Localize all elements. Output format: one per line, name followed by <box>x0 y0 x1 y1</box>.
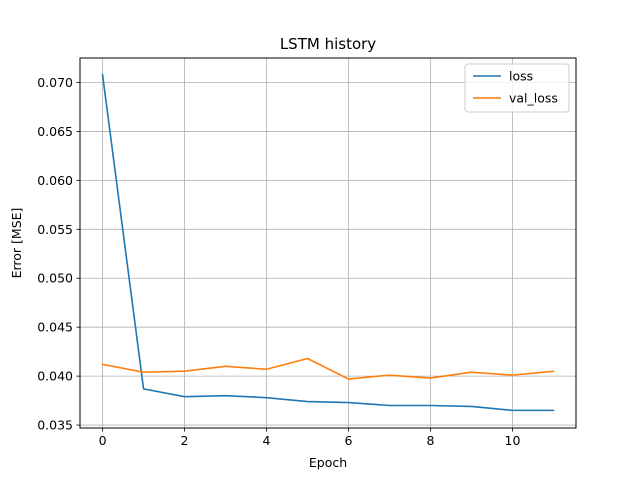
grid <box>80 58 576 428</box>
x-tick-label: 4 <box>263 433 271 448</box>
chart-title: LSTM history <box>280 35 376 53</box>
x-tick-label: 2 <box>181 433 189 448</box>
y-tick-label: 0.065 <box>37 124 73 139</box>
x-tick-label: 6 <box>345 433 353 448</box>
series-line-loss <box>101 73 555 412</box>
ticks: 0 2 4 6 8 10 0.035 0.040 0.045 0.050 0.055 0.060 0.0… <box>37 75 520 448</box>
y-tick-label: 0.050 <box>37 271 73 286</box>
y-tick-label: 0.045 <box>37 320 73 335</box>
y-tick-label: 0.070 <box>37 75 73 90</box>
y-tick-label: 0.060 <box>37 173 73 188</box>
legend-label-loss: loss <box>509 69 533 84</box>
y-tick-label: 0.040 <box>37 369 73 384</box>
x-tick-label: 0 <box>99 433 107 448</box>
y-tick-label: 0.035 <box>37 418 73 433</box>
series-lines <box>101 73 555 412</box>
x-axis-label: Epoch <box>309 455 347 470</box>
x-tick-label: 10 <box>505 433 521 448</box>
plot-frame <box>79 57 577 429</box>
legend: loss val_loss <box>464 63 570 113</box>
x-tick-label: 8 <box>427 433 435 448</box>
series-line-val-loss <box>101 357 555 380</box>
y-axis-label: Error [MSE] <box>9 208 24 279</box>
legend-label-val-loss: val_loss <box>509 91 558 106</box>
y-tick-label: 0.055 <box>37 222 73 237</box>
